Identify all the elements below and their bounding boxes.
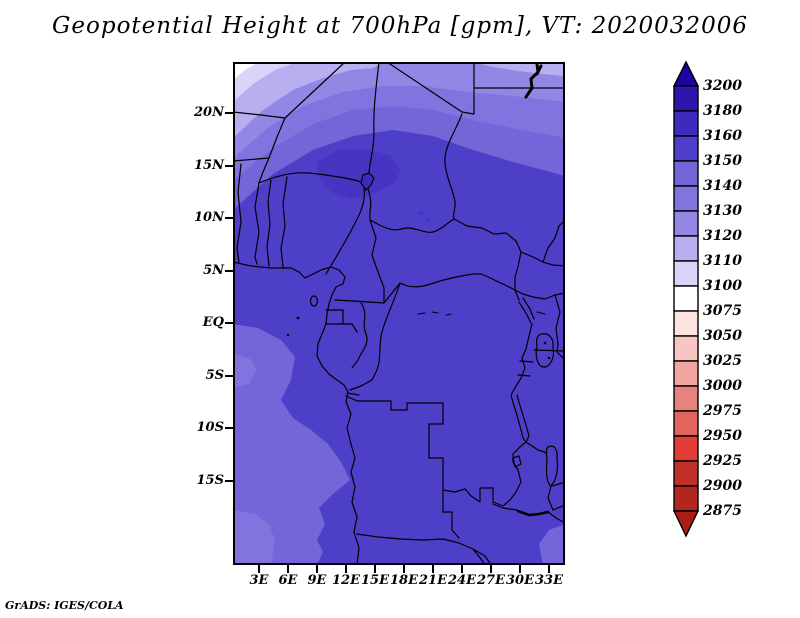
colorbar-tick-label: 3150 <box>703 153 742 169</box>
colorbar-tick-label: 3130 <box>703 203 742 219</box>
lakes-and-rivers <box>286 62 551 517</box>
colorbar-box <box>673 335 699 362</box>
map-plot-area <box>233 62 565 565</box>
colorbar-box <box>673 185 699 212</box>
lat-tick-mark <box>225 164 233 167</box>
contour-bands-north <box>233 62 565 210</box>
colorbar-box <box>673 310 699 337</box>
colorbar <box>672 60 700 542</box>
colorbar-tick-label: 2975 <box>703 403 742 419</box>
colorbar-arrow-bottom <box>672 510 700 538</box>
colorbar-tick-label: 2875 <box>703 503 742 519</box>
lon-tick-mark <box>432 565 434 573</box>
lon-tick-label: 9E <box>307 573 327 588</box>
colorbar-box <box>673 285 699 312</box>
lon-tick-label: 30E <box>506 573 534 588</box>
lat-tick-label: 20N <box>194 105 224 120</box>
victoria-island-speck <box>543 341 547 345</box>
colorbar-tick-label: 3180 <box>703 103 742 119</box>
colorbar-tick-label: 3075 <box>703 303 742 319</box>
sao-tome-island <box>296 316 300 320</box>
colorbar-tick-label: 3050 <box>703 328 742 344</box>
colorbar-tick-label: 3200 <box>703 78 742 94</box>
lon-tick-mark <box>403 565 405 573</box>
lat-tick-mark <box>225 217 233 220</box>
lon-tick-label: 6E <box>278 573 298 588</box>
lon-tick-mark <box>258 565 260 573</box>
lon-tick-label: 12E <box>332 573 360 588</box>
colorbar-tick-label: 2950 <box>703 428 742 444</box>
victoria-island-speck2 <box>547 356 551 360</box>
lake-chad <box>360 172 375 191</box>
colorbar-box <box>673 360 699 387</box>
map-frame <box>233 62 565 565</box>
colorbar-tick-label: 3120 <box>703 228 742 244</box>
colorbar-box <box>673 210 699 237</box>
contour-patches-southwest <box>233 324 565 565</box>
colorbar-box <box>673 435 699 462</box>
colorbar-box <box>673 485 699 512</box>
lon-tick-label: 24E <box>448 573 476 588</box>
lon-tick-mark <box>345 565 347 573</box>
lat-tick-label: 15S <box>196 472 224 488</box>
lat-tick-mark <box>225 479 233 482</box>
country-borders <box>233 62 565 565</box>
colorbar-box <box>673 260 699 287</box>
lon-tick-mark <box>374 565 376 573</box>
colorbar-tick-label: 3160 <box>703 128 742 144</box>
lon-tick-mark <box>519 565 521 573</box>
colorbar-tick-label: 3000 <box>703 378 742 394</box>
lat-tick-label: 10S <box>196 420 224 436</box>
lon-tick-label: 21E <box>419 573 447 588</box>
lake-kariba <box>516 509 550 517</box>
annobon-island <box>286 333 290 337</box>
colorbar-box <box>673 110 699 137</box>
lon-tick-label: 18E <box>390 573 418 588</box>
lat-tick-label: 10N <box>194 210 224 226</box>
lat-tick-mark <box>225 322 233 325</box>
lon-tick-mark <box>490 565 492 573</box>
colorbar-box <box>673 385 699 412</box>
lat-tick-label: 5S <box>205 367 224 383</box>
colorbar-box <box>673 460 699 487</box>
colorbar-box <box>673 135 699 162</box>
grads-credit: GrADS: IGES/COLA <box>5 599 124 612</box>
colorbar-tick-label: 3140 <box>703 178 742 194</box>
lon-tick-label: 15E <box>361 573 389 588</box>
contour-patch-max-nigeria <box>317 149 431 221</box>
colorbar-tick-label: 2925 <box>703 453 742 469</box>
lat-tick-mark <box>225 112 233 114</box>
colorbar-scale <box>672 60 700 538</box>
lat-tick-label: 5N <box>203 262 224 278</box>
bioko-island <box>309 295 319 307</box>
colorbar-tick-label: 3100 <box>703 278 742 294</box>
lat-tick-mark <box>225 427 233 430</box>
colorbar-box <box>673 235 699 262</box>
lon-tick-mark <box>461 565 463 573</box>
lon-tick-mark <box>548 565 550 573</box>
lat-tick-mark <box>225 374 233 377</box>
nile-wadi <box>524 62 543 99</box>
colorbar-box <box>673 410 699 437</box>
colorbar-tick-label: 3110 <box>703 253 742 269</box>
lat-tick-label: EQ <box>202 315 224 331</box>
colorbar-arrow-top <box>672 60 700 87</box>
plot-title: Geopotential Height at 700hPa [gpm], VT:… <box>52 13 748 39</box>
lat-tick-label: 15N <box>194 157 224 173</box>
colorbar-box <box>673 85 699 112</box>
lat-tick-mark <box>225 269 233 272</box>
lon-tick-mark <box>287 565 289 573</box>
lon-tick-label: 33E <box>535 573 563 588</box>
lon-tick-mark <box>316 565 318 573</box>
lon-tick-label: 3E <box>249 573 269 588</box>
colorbar-tick-label: 3025 <box>703 353 742 369</box>
lon-tick-label: 27E <box>477 573 505 588</box>
colorbar-box <box>673 160 699 187</box>
colorbar-tick-label: 2900 <box>703 478 742 494</box>
